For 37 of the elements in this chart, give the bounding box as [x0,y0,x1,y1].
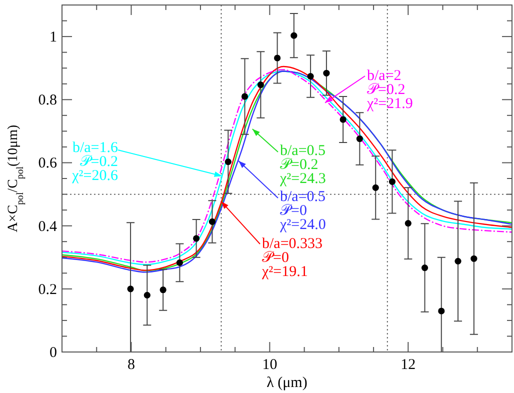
point [323,70,330,76]
point [388,178,396,185]
point [176,259,183,266]
annotation: b/a=0.333 𝒫=0 χ²=19.1 [261,236,323,280]
y-tick-label: 0.2 [38,282,57,298]
point [144,292,150,299]
point [290,32,298,39]
point [340,116,346,123]
y-tick-label: 0.6 [38,156,58,172]
point [356,135,363,142]
annotation: b/a=0.5 𝒫=0 χ²=24.0 [279,189,326,233]
point [160,286,166,294]
point [241,93,248,100]
point [193,235,200,242]
y-tick-label: 1 [50,30,57,46]
point [404,220,412,227]
y-tick-label: 0 [50,345,57,361]
y-tick-label: 0.4 [38,218,58,235]
annotation: b/a=1.6 𝒫=0.2 χ²=20.6 [71,140,118,184]
x-tick-label: 10 [262,357,278,373]
point [274,54,281,62]
y-tick-label: 0.8 [38,92,57,109]
point [421,264,428,272]
point [208,218,216,226]
point [257,82,264,88]
point [454,258,462,264]
x-axis-title: λ (μm) [266,375,308,391]
annotation: b/a=2 𝒫=0.2 χ²=21.9 [366,68,413,112]
x-tick-label: 12 [400,357,416,373]
point [127,286,134,292]
point [470,255,478,262]
point [438,308,445,314]
annotation: b/a=0.5 𝒫=0.2 χ²=24.3 [279,143,326,187]
point [224,158,232,166]
point [372,184,379,191]
point [307,72,314,80]
x-tick-label: 8 [127,357,135,373]
